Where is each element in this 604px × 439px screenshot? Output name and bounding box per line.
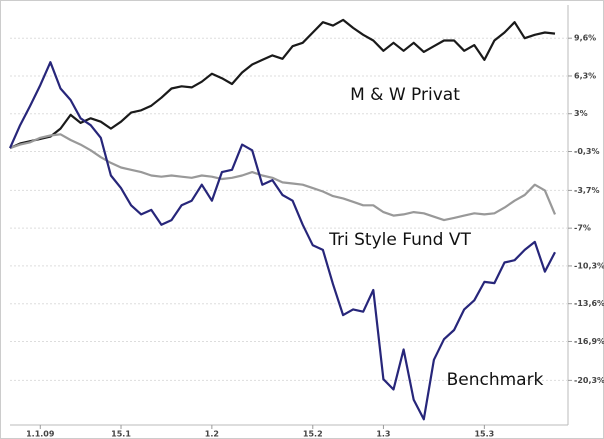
series-line bbox=[8, 61, 556, 421]
y-tick-label: -10,3% bbox=[574, 261, 604, 270]
x-tick-label: 1.2 bbox=[205, 430, 219, 439]
y-tick-label: 6,3% bbox=[574, 71, 596, 80]
x-tick-label: 1.1.09 bbox=[26, 430, 55, 439]
y-tick-label: -0,3% bbox=[574, 147, 600, 156]
series-line bbox=[9, 133, 557, 222]
x-tick-label: 15.2 bbox=[303, 430, 323, 439]
series-label: Tri Style Fund VT bbox=[328, 230, 471, 250]
series-label: Benchmark bbox=[447, 370, 544, 390]
x-tick-label: 1.3 bbox=[376, 430, 390, 439]
y-tick-label: -13,6% bbox=[574, 299, 604, 308]
x-tick-label: 15.1 bbox=[111, 430, 131, 439]
y-tick-label: -16,9% bbox=[574, 337, 604, 346]
y-tick-label: -7% bbox=[574, 224, 591, 233]
x-tick-label: 15.3 bbox=[474, 430, 494, 439]
series-line bbox=[9, 18, 556, 150]
series-label: M & W Privat bbox=[350, 85, 460, 105]
y-tick-label: -20,3% bbox=[574, 376, 604, 385]
y-tick-label: 9,6% bbox=[574, 34, 596, 43]
y-tick-label: 3% bbox=[574, 109, 588, 118]
y-tick-label: -3,7% bbox=[574, 186, 600, 195]
